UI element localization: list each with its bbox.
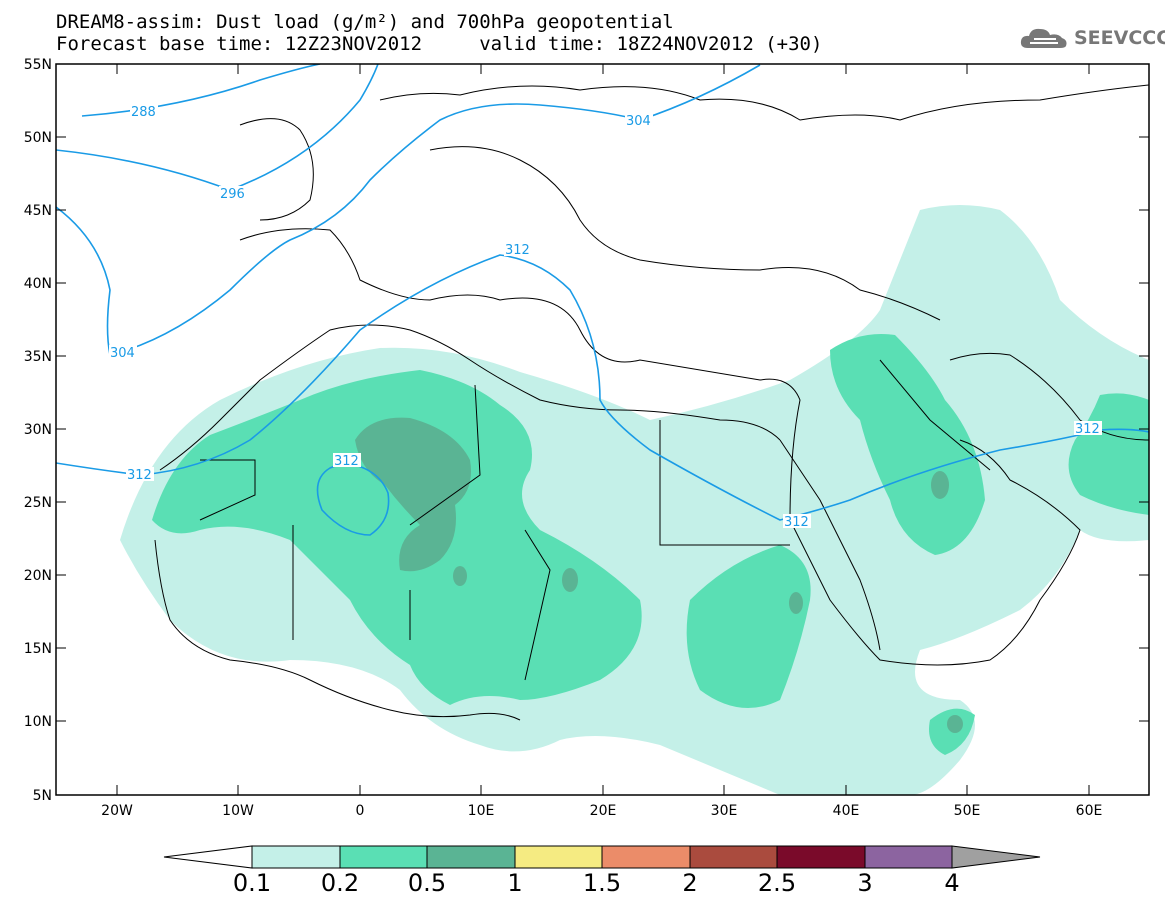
lon-label: 0	[356, 803, 365, 819]
colorbar-box	[251, 845, 341, 869]
colorbar-label: 0.5	[407, 869, 447, 897]
logo-text: SEEVCCC	[1074, 27, 1165, 49]
dust-layer-medium	[152, 334, 1149, 755]
lon-labels: 20W 10W 0 10E 20E 30E 40E 50E 60E	[101, 803, 1102, 819]
colorbar-box	[776, 845, 866, 869]
contour-label: 312	[334, 454, 359, 469]
lat-label: 40N	[24, 276, 52, 292]
lat-labels: 55N 50N 45N 40N 35N 30N 25N 20N 15N 10N …	[24, 57, 52, 804]
contour-labels: 288 296 304 304 312 312 312 312 312	[109, 104, 1102, 530]
lon-label: 60E	[1076, 803, 1103, 819]
lat-label: 25N	[24, 495, 52, 511]
lat-label: 30N	[24, 422, 52, 438]
colorbar-label: 1.5	[582, 869, 622, 897]
colorbar-label: 2.5	[757, 869, 797, 897]
coastlines	[154, 84, 1149, 721]
lon-label: 20W	[101, 803, 133, 819]
seevccc-logo: SEEVCCC	[1018, 24, 1165, 52]
map-title: DREAM8-assim: Dust load (g/m²) and 700hP…	[56, 11, 674, 33]
lon-label: 50E	[954, 803, 981, 819]
contour-label: 304	[626, 114, 651, 129]
lon-label: 20E	[590, 803, 617, 819]
colorbar-box	[514, 845, 603, 869]
contour-label: 312	[784, 515, 809, 530]
colorbar-label: 4	[944, 869, 960, 897]
lat-label: 15N	[24, 641, 52, 657]
contour-label: 288	[131, 105, 156, 120]
colorbar-box	[426, 845, 516, 869]
colorbar-label: 2	[682, 869, 698, 897]
geopotential-contours	[56, 64, 1149, 536]
map-subtitle: Forecast base time: 12Z23NOV2012 valid t…	[56, 33, 823, 55]
contour-label: 312	[505, 243, 530, 258]
colorbar-label: 1	[507, 869, 523, 897]
colorbar-box	[601, 845, 691, 869]
lat-label: 35N	[24, 349, 52, 365]
lon-label: 10W	[222, 803, 254, 819]
colorbar-box	[864, 845, 953, 869]
colorbar-under-arrow	[163, 845, 253, 869]
lat-label: 45N	[24, 203, 52, 219]
colorbar-box	[689, 845, 778, 869]
lat-label: 10N	[24, 714, 52, 730]
lon-axis	[116, 64, 1090, 795]
colorbar-label: 3	[857, 869, 873, 897]
lat-label: 5N	[33, 788, 52, 804]
lon-label: 40E	[833, 803, 860, 819]
cloud-icon	[1020, 28, 1067, 48]
colorbar-box	[339, 845, 428, 869]
colorbar	[163, 845, 1041, 869]
lat-label: 50N	[24, 130, 52, 146]
map-panel: 288 296 304 304 312 312 312 312 312	[56, 64, 1149, 795]
colorbar-over-arrow	[951, 845, 1041, 869]
contour-label: 312	[1075, 422, 1100, 437]
lat-label: 20N	[24, 568, 52, 584]
contour-label: 296	[220, 187, 245, 202]
dust-layer-heavy	[355, 417, 963, 733]
lat-axis	[56, 63, 1149, 796]
lat-label: 55N	[24, 57, 52, 73]
lon-label: 10E	[468, 803, 495, 819]
colorbar-label: 0.1	[232, 869, 272, 897]
lon-label: 30E	[711, 803, 738, 819]
contour-label: 312	[127, 468, 152, 483]
contour-label: 304	[110, 346, 135, 361]
colorbar-label: 0.2	[320, 869, 360, 897]
